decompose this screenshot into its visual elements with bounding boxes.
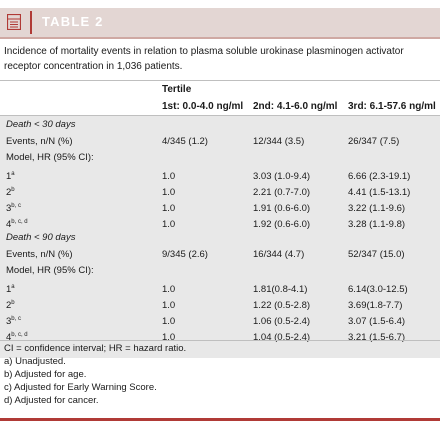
row-label-superscript: b [11,300,15,306]
table-cell: 9/345 (2.6) [162,249,208,260]
table-cell: 3.07 (1.5-6.4) [348,316,406,327]
footnote: d) Adjusted for cancer. [4,395,99,406]
table-cell: 1.22 (0.5-2.8) [253,300,311,311]
table-title: TABLE 2 [42,14,104,29]
table-cell: 1.06 (0.5-2.4) [253,316,311,327]
footnote: c) Adjusted for Early Warning Score. [4,382,157,393]
row-label-text: Model, HR (95% CI): [6,265,94,276]
row-label: 4b, c, d [6,332,28,344]
row-label-text: 1 [6,284,12,295]
row-label: 1a [6,284,15,296]
table-caption: Incidence of mortality events in relatio… [4,46,404,72]
row-label-superscript: b, c, d [11,332,28,338]
table-cell: 1.0 [162,187,176,198]
table-cell: 1.0 [162,300,176,311]
row-label: 3b, c [6,203,21,215]
row-label: Model, HR (95% CI): [6,265,94,277]
row-label-text: 3 [6,316,12,327]
table-icon [7,14,21,30]
row-label: 3b, c [6,316,21,328]
section-title: Death < 90 days [6,232,76,243]
table-cell: 1.0 [162,332,176,343]
row-label-text: 2 [6,187,12,198]
row-label-text: Events, n/N (%) [6,249,73,260]
table-cell: 52/347 (15.0) [348,249,405,260]
row-label-text: 1 [6,171,12,182]
table-cell: 12/344 (3.5) [253,136,305,147]
table-cell: 4.41 (1.5-13.1) [348,187,411,198]
table-bottom-rule [0,340,440,341]
table-cell: 2.21 (0.7-7.0) [253,187,311,198]
table-cell: 4/345 (1.2) [162,136,208,147]
row-label: 4b, c, d [6,219,28,231]
bottom-accent-rule [0,418,440,421]
row-label-text: 4 [6,219,12,230]
table-cell: 26/347 (7.5) [348,136,400,147]
table-top-rule [0,80,440,81]
table-cell: 1.0 [162,219,176,230]
row-label-text: Model, HR (95% CI): [6,152,94,163]
row-label: 2b [6,300,15,312]
table-cell: 1.81(0.8-4.1) [253,284,308,295]
tertile-group-header: Tertile [162,84,192,95]
header-divider [30,11,32,34]
row-label-superscript: a [11,171,15,177]
table-cell: 3.28 (1.1-9.8) [348,219,406,230]
row-label-superscript: b [11,187,15,193]
row-label: Events, n/N (%) [6,249,73,261]
row-label: Model, HR (95% CI): [6,152,94,164]
footnote: a) Unadjusted. [4,356,66,367]
table-cell: 16/344 (4.7) [253,249,305,260]
table-cell: 3.22 (1.1-9.6) [348,203,406,214]
row-label-text: 2 [6,300,12,311]
row-label-superscript: a [11,284,15,290]
header-rule [0,115,440,116]
table-cell: 1.0 [162,284,176,295]
column-header-1st: 1st: 0.0-4.0 ng/ml [162,101,244,112]
section-band [0,229,440,358]
table-cell: 6.14(3.0-12.5) [348,284,408,295]
table-cell: 3.69(1.8-7.7) [348,300,403,311]
table-cell: 1.0 [162,316,176,327]
footnote: CI = confidence interval; HR = hazard ra… [4,343,187,354]
table-cell: 1.92 (0.6-6.0) [253,219,311,230]
table-header-bar: TABLE 2 [0,8,440,39]
row-label-superscript: b, c, d [11,219,28,225]
table-cell: 1.0 [162,171,176,182]
row-label-superscript: b, c [11,203,21,209]
row-label: Events, n/N (%) [6,136,73,148]
table-cell: 1.0 [162,203,176,214]
row-label-text: 3 [6,203,12,214]
row-label-superscript: b, c [11,316,21,322]
column-header-2nd: 2nd: 4.1-6.0 ng/ml [253,101,338,112]
table-cell: 3.03 (1.0-9.4) [253,171,311,182]
row-label: 2b [6,187,15,199]
table-cell: 3.21 (1.5-6.7) [348,332,406,343]
table-cell: 1.91 (0.6-6.0) [253,203,311,214]
table-cell: 1.04 (0.5-2.4) [253,332,311,343]
column-header-3rd: 3rd: 6.1-57.6 ng/ml [348,101,436,112]
row-label: 1a [6,171,15,183]
section-title: Death < 30 days [6,119,76,130]
table-cell: 6.66 (2.3-19.1) [348,171,411,182]
section-band [0,116,440,245]
row-label-text: Events, n/N (%) [6,136,73,147]
footnote: b) Adjusted for age. [4,369,87,380]
row-label-text: 4 [6,332,12,343]
